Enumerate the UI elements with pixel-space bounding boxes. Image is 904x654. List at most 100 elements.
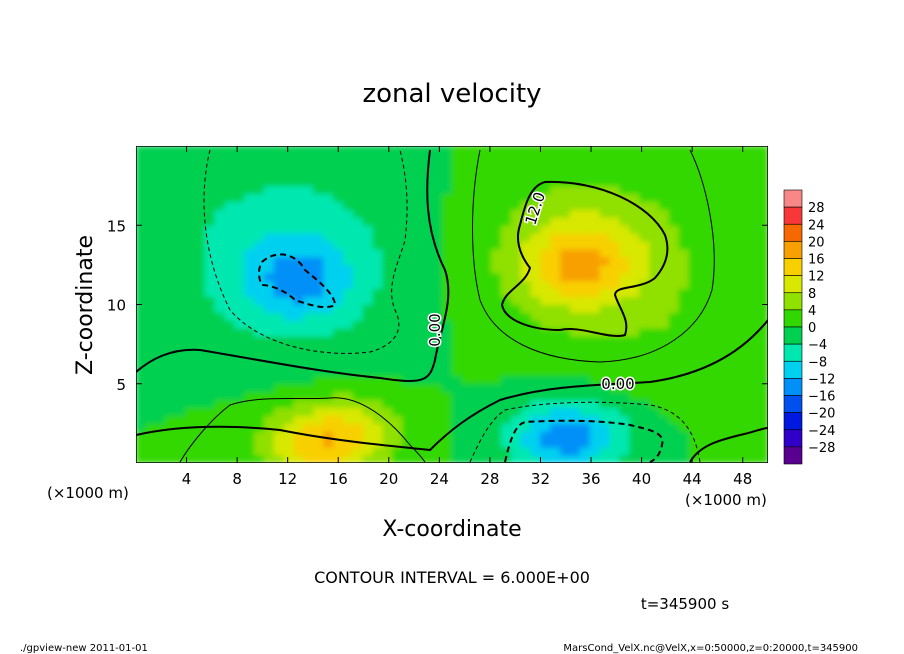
field-cell [560, 391, 571, 401]
field-cell [737, 177, 749, 187]
field-cell [342, 375, 354, 385]
field-cell [737, 351, 749, 361]
field-cell [471, 311, 483, 321]
field-cell [145, 193, 157, 202]
field-cell [629, 272, 641, 282]
field-cell [481, 256, 492, 266]
field-cell [728, 446, 739, 456]
field-cell [649, 319, 660, 329]
field-cell [698, 248, 710, 258]
field-cell [491, 256, 502, 266]
field-cell [530, 454, 542, 463]
field-cell [303, 319, 315, 329]
field-cell [609, 430, 621, 440]
field-cell [678, 185, 690, 195]
field-cell [609, 280, 621, 290]
colorbar-label: −24 [808, 424, 835, 439]
field-cell [273, 327, 285, 337]
field-cell [392, 446, 404, 456]
field-cell [392, 430, 404, 440]
field-cell [392, 146, 404, 155]
field-cell [747, 153, 759, 163]
field-cell [293, 264, 305, 274]
field-cell [589, 177, 601, 187]
field-cell [570, 264, 581, 274]
field-cell [412, 177, 423, 187]
field-cell [747, 422, 759, 432]
field-cell [728, 177, 739, 187]
field-cell [510, 351, 522, 361]
field-cell [530, 256, 542, 266]
field-cell [145, 399, 157, 409]
field-cell [728, 224, 739, 234]
field-cell [728, 414, 739, 424]
field-cell [184, 438, 196, 448]
field-cell [224, 296, 236, 305]
field-cell [214, 177, 226, 187]
field-cell [313, 304, 325, 313]
field-cell [698, 296, 710, 305]
field-cell [649, 240, 660, 250]
field-cell [629, 296, 641, 305]
field-cell [362, 446, 374, 456]
field-cell [283, 185, 295, 195]
field-cell [500, 280, 512, 290]
field-cell [757, 193, 768, 202]
field-cell [412, 272, 423, 282]
field-cell [323, 414, 334, 424]
field-cell [323, 407, 334, 416]
field-cell [362, 177, 374, 187]
field-cell [560, 399, 571, 409]
field-cell [619, 391, 631, 401]
field-cell [757, 414, 768, 424]
field-cell [283, 327, 295, 337]
field-cell [184, 391, 196, 401]
field-cell [204, 216, 216, 226]
field-cell [579, 351, 591, 361]
field-cell [283, 359, 295, 369]
field-cell [184, 311, 196, 321]
field-cell [194, 311, 206, 321]
field-cell [214, 399, 226, 409]
field-cell [718, 304, 729, 313]
field-cell [323, 383, 334, 393]
field-cell [688, 430, 700, 440]
field-cell [263, 161, 275, 171]
field-cell [184, 208, 196, 218]
field-cell [421, 383, 433, 393]
field-cell [540, 407, 552, 416]
field-cell [491, 327, 502, 337]
field-cell [382, 359, 394, 369]
field-cell [639, 367, 650, 377]
field-cell [412, 399, 423, 409]
field-cell [293, 280, 305, 290]
field-cell [491, 177, 502, 187]
field-cell [658, 446, 670, 456]
field-cell [540, 304, 552, 313]
field-cell [747, 454, 759, 463]
field-cell [342, 185, 354, 195]
field-cell [254, 146, 265, 155]
field-cell [688, 359, 700, 369]
field-cell [412, 240, 423, 250]
field-cell [333, 216, 344, 226]
field-cell [254, 280, 265, 290]
field-cell [471, 169, 483, 179]
field-cell [629, 446, 641, 456]
field-cell [500, 367, 512, 377]
field-cell [204, 304, 216, 313]
field-cell [412, 367, 423, 377]
field-cell [136, 399, 147, 409]
field-cell [194, 224, 206, 234]
field-cell [629, 414, 641, 424]
field-cell [342, 224, 354, 234]
field-cell [500, 438, 512, 448]
field-cell [471, 264, 483, 274]
field-cell [392, 319, 404, 329]
field-cell [530, 264, 542, 274]
field-cell [461, 153, 473, 163]
field-cell [718, 375, 729, 385]
field-cell [313, 153, 325, 163]
field-cell [649, 224, 660, 234]
field-cell [481, 407, 492, 416]
